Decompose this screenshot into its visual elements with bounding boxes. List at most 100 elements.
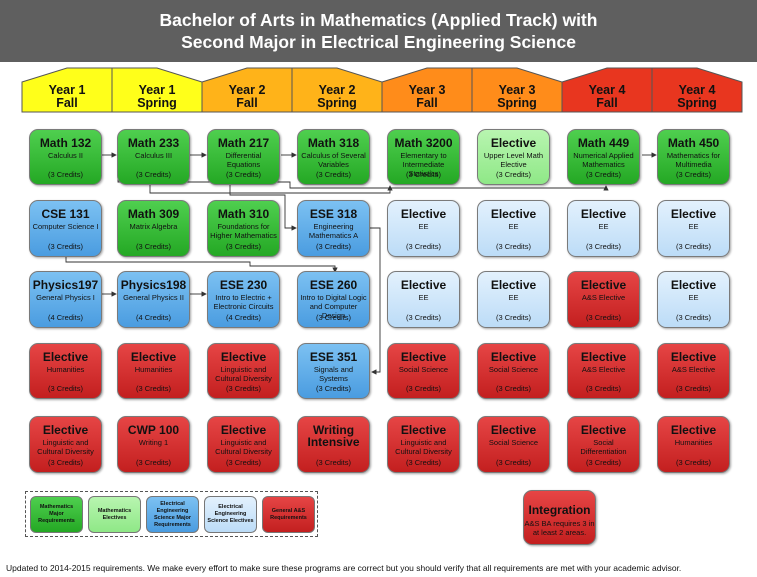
course-description: Calculus II <box>47 151 83 160</box>
semester-year-label: Year 1 <box>48 83 86 97</box>
course-credits: (3 Credits) <box>135 384 171 393</box>
course-credits: (3 Credits) <box>225 384 261 393</box>
course-card: Elective Linguistic and Cultural Diversit… <box>207 416 280 473</box>
semester-header-6: Year 3 Spring <box>472 82 562 112</box>
course-credits: (3 Credits) <box>675 170 711 179</box>
course-card: Math 310 Foundations for Higher Mathemati… <box>207 200 280 257</box>
course-credits: (3 Credits) <box>135 170 171 179</box>
course-description: Social Differentiation <box>580 438 627 456</box>
course-credits: (4 Credits) <box>225 313 261 322</box>
course-description: Engineering Mathematics A <box>308 222 359 240</box>
course-card: Math 217 Differential Equations (3 Credits… <box>207 129 280 185</box>
page-title-line-1: Bachelor of Arts in Mathematics (Applied… <box>159 10 598 30</box>
course-title: Elective <box>490 136 537 150</box>
semester-header-shapes <box>21 67 743 113</box>
course-description: EE <box>508 293 519 302</box>
course-description: Linguistic and Cultural Diversity <box>215 438 272 456</box>
legend-item: Mathematics Major Requirements <box>30 496 83 533</box>
course-description: A&S Elective <box>581 365 626 374</box>
course-title: Elective <box>130 350 177 364</box>
course-description: Writing 1 <box>138 438 169 447</box>
semester-header-1: Year 1 Fall <box>22 82 112 112</box>
course-card: ESE 318 Engineering Mathematics A (3 Credi… <box>297 200 370 257</box>
course-card: Elective A&S Elective (3 Credits) <box>657 343 730 399</box>
course-title: CSE 131 <box>41 207 90 221</box>
course-credits: (3 Credits) <box>405 242 441 251</box>
course-title: Elective <box>580 350 627 364</box>
course-description: EE <box>418 222 429 231</box>
semester-year-label: Year 1 <box>138 83 176 97</box>
course-card: Elective EE (3 Credits) <box>387 271 460 328</box>
course-description: Intro to Digital Logic and Computer Desi… <box>300 293 367 320</box>
integration-title: Integration <box>528 503 591 517</box>
course-description: Calculus III <box>134 151 173 160</box>
semester-header-4: Year 2 Spring <box>292 82 382 112</box>
course-card: Elective A&S Elective (3 Credits) <box>567 343 640 399</box>
course-description: Humanities <box>674 438 713 447</box>
semester-year-label: Year 3 <box>408 83 446 97</box>
course-card: Math 450 Mathematics for Multimedia (3 Cre… <box>657 129 730 185</box>
course-card: Math 449 Numerical Applied Mathematics (3 … <box>567 129 640 185</box>
course-credits: (4 Credits) <box>47 313 83 322</box>
course-description: Linguistic and Cultural Diversity <box>395 438 452 456</box>
semester-term-label: Fall <box>56 96 78 110</box>
course-credits: (3 Credits) <box>47 242 83 251</box>
course-description: Humanities <box>46 365 85 374</box>
course-description: Differential Equations <box>225 151 262 169</box>
semester-year-label: Year 2 <box>318 83 356 97</box>
integration-note: Integration A&S BA requires 3 in at leas… <box>523 490 596 545</box>
semester-term-label: Spring <box>317 96 357 110</box>
course-card: Elective Social Science (3 Credits) <box>387 343 460 399</box>
semester-term-label: Spring <box>497 96 537 110</box>
course-description: Matrix Algebra <box>129 222 178 231</box>
course-description: Linguistic and Cultural Diversity <box>215 365 272 383</box>
course-title: Elective <box>490 423 537 437</box>
course-credits: (3 Credits) <box>585 242 621 251</box>
course-card: Elective EE (3 Credits) <box>477 200 550 257</box>
semester-header-3: Year 2 Fall <box>202 82 292 112</box>
course-description: Social Science <box>488 438 539 447</box>
course-title: Math 318 <box>307 136 360 150</box>
semester-term-label: Fall <box>416 96 438 110</box>
course-credits: (3 Credits) <box>47 458 83 467</box>
semester-header-7: Year 4 Fall <box>562 82 652 112</box>
course-card: Writing Intensive (3 Credits) <box>297 416 370 473</box>
course-card: Math 309 Matrix Algebra (3 Credits) <box>117 200 190 257</box>
semester-header-5: Year 3 Fall <box>382 82 472 112</box>
course-title: Elective <box>580 278 627 292</box>
course-card: CWP 100 Writing 1 (3 Credits) <box>117 416 190 473</box>
semester-year-label: Year 2 <box>228 83 266 97</box>
course-title: Elective <box>400 350 447 364</box>
course-title: Math 450 <box>667 136 720 150</box>
course-card: Elective EE (3 Credits) <box>387 200 460 257</box>
course-card: ESE 230 Intro to Electric + Electronic Ci… <box>207 271 280 328</box>
course-card: Math 132 Calculus II (3 Credits) <box>29 129 102 185</box>
course-credits: (3 Credits) <box>495 313 531 322</box>
course-card: ESE 351 Signals and Systems (3 Credits) <box>297 343 370 399</box>
course-title: Elective <box>490 350 537 364</box>
legend-item: Electrical Engineering Science Electives <box>204 496 257 533</box>
course-description: Intro to Electric + Electronic Circuits <box>213 293 274 311</box>
course-title: Math 132 <box>39 136 92 150</box>
course-title: CWP 100 <box>127 423 180 437</box>
course-credits: (3 Credits) <box>315 384 351 393</box>
course-description: Linguistic and Cultural Diversity <box>37 438 94 456</box>
course-description: Social Science <box>398 365 449 374</box>
course-credits: (3 Credits) <box>405 313 441 322</box>
course-description: General Physics I <box>36 293 95 302</box>
course-title: Elective <box>220 423 267 437</box>
course-title: Math 217 <box>217 136 270 150</box>
legend-item: Electrical Engineering Science Major Req… <box>146 496 199 533</box>
course-credits: (3 Credits) <box>315 170 351 179</box>
course-credits: (3 Credits) <box>675 384 711 393</box>
course-description: EE <box>688 293 699 302</box>
legend-item: Mathematics Electives <box>88 496 141 533</box>
course-description: EE <box>688 222 699 231</box>
course-title: Elective <box>42 423 89 437</box>
course-credits: (3 Credits) <box>315 313 351 322</box>
course-description: Elementary to Intermediate Statistics <box>400 151 447 178</box>
course-description: A&S Elective <box>581 293 626 302</box>
course-title: Elective <box>490 278 537 292</box>
course-card: CSE 131 Computer Science I (3 Credits) <box>29 200 102 257</box>
course-title: Math 233 <box>127 136 180 150</box>
